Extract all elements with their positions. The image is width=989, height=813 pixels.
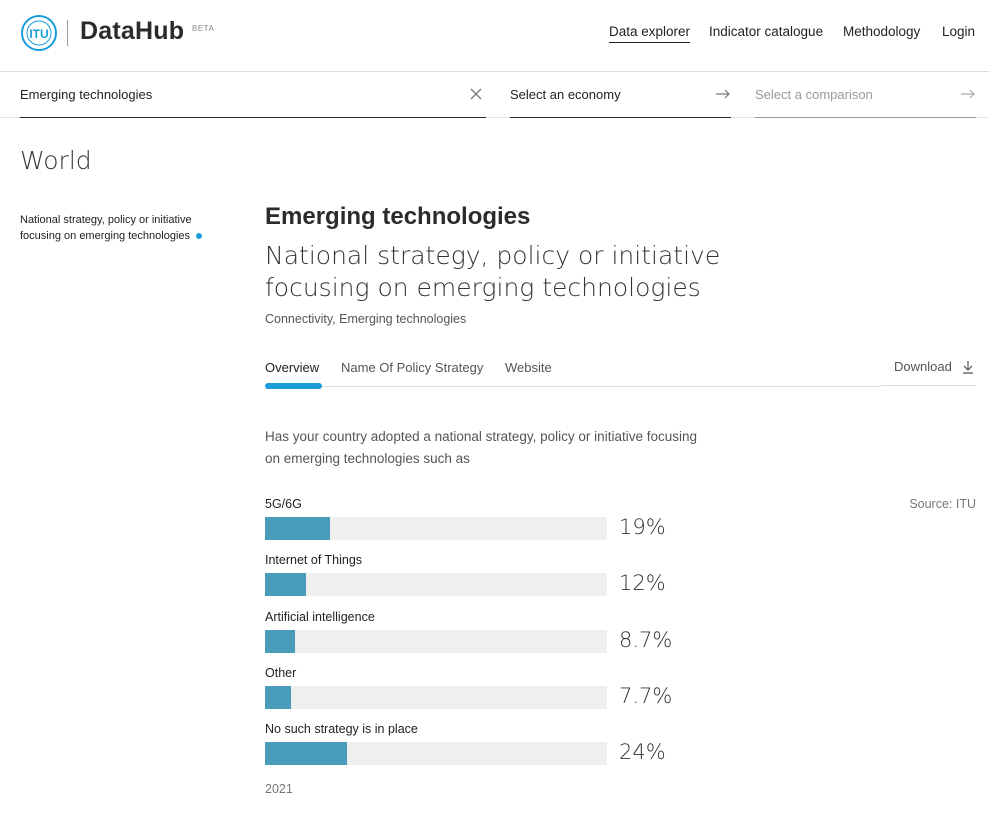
beta-badge: BETA: [192, 24, 215, 33]
bar-value-label: 19%: [619, 515, 666, 539]
selector-bar-divider: [0, 117, 989, 118]
bar-value-label: 12%: [619, 571, 666, 596]
bar-fill: [265, 517, 330, 540]
active-indicator-dot: [196, 233, 203, 240]
comparison-selector-placeholder: Select a comparison: [755, 87, 873, 102]
bar-track: [265, 742, 607, 766]
chart-bar-row: No such strategy is in place 24%: [265, 722, 685, 778]
nav-indicator-catalogue[interactable]: Indicator catalogue: [709, 24, 824, 39]
tab-name-of-policy-strategy[interactable]: Name Of Policy Strategy: [341, 360, 484, 375]
indicator-tags: Connectivity, Emerging technologies: [265, 312, 467, 326]
bar-track: [265, 573, 607, 597]
arrow-right-icon: [716, 89, 730, 99]
comparison-selector[interactable]: Select a comparison: [755, 72, 976, 118]
nav-data-explorer[interactable]: Data explorer: [609, 24, 691, 43]
brand-name[interactable]: DataHub: [80, 17, 185, 45]
top-header: ITU DataHub BETA Data explorer Indicator…: [0, 0, 989, 72]
download-icon: [963, 361, 973, 374]
logo-text: ITU: [29, 27, 48, 41]
bar-track: [265, 517, 607, 540]
itu-logo[interactable]: ITU: [20, 14, 58, 52]
economy-selector[interactable]: Select an economy: [510, 72, 731, 118]
chart-bar-row: Artificial intelligence 8.7%: [265, 610, 685, 666]
source-label: Source: ITU: [909, 497, 976, 511]
download-button[interactable]: Download: [881, 352, 976, 386]
tabs-divider: [265, 386, 881, 387]
nav-methodology[interactable]: Methodology: [843, 24, 921, 39]
page-title: World: [20, 146, 92, 175]
bar-value-label: 8.7%: [619, 627, 673, 652]
active-tab-indicator: [265, 383, 322, 389]
arrow-right-icon: [961, 89, 975, 99]
bar-fill: [265, 629, 295, 653]
download-label: Download: [894, 359, 952, 374]
category-title: Emerging technologies: [265, 203, 531, 230]
bar-track: [265, 685, 607, 709]
bar-category-label: 5G/6G: [265, 497, 302, 511]
topic-selector[interactable]: Emerging technologies: [20, 72, 486, 118]
survey-question: Has your country adopted a national stra…: [265, 429, 697, 466]
bar-category-label: Internet of Things: [265, 553, 363, 568]
sidebar-item-label: National strategy, policy or initiative …: [20, 214, 192, 242]
tab-website[interactable]: Website: [505, 360, 552, 375]
chart-bar-row: Internet of Things 12%: [265, 553, 685, 609]
economy-selector-value: Select an economy: [510, 87, 621, 102]
bar-category-label: Other: [265, 665, 297, 680]
bar-value-label: 7.7%: [619, 683, 673, 708]
nav-login[interactable]: Login: [942, 24, 976, 39]
bar-track: [265, 629, 607, 653]
bar-category-label: No such strategy is in place: [265, 722, 418, 737]
close-icon[interactable]: [468, 86, 484, 102]
chart-bar-row: 5G/6G 19%: [265, 497, 685, 553]
indicator-title: National strategy, policy or initiative …: [265, 241, 721, 302]
topic-selector-value: Emerging technologies: [20, 87, 153, 102]
logo-divider: [67, 20, 68, 46]
data-year: 2021: [265, 782, 293, 796]
bar-fill: [265, 573, 306, 597]
bar-category-label: Artificial intelligence: [265, 609, 375, 624]
chart-bar-row: Other 7.7%: [265, 666, 685, 722]
bar-fill: [265, 685, 291, 709]
tab-overview[interactable]: Overview: [265, 360, 320, 375]
bar-fill: [265, 742, 347, 766]
sidebar-item-national-strategy[interactable]: National strategy, policy or initiative …: [20, 212, 220, 244]
bar-value-label: 24%: [619, 740, 666, 765]
